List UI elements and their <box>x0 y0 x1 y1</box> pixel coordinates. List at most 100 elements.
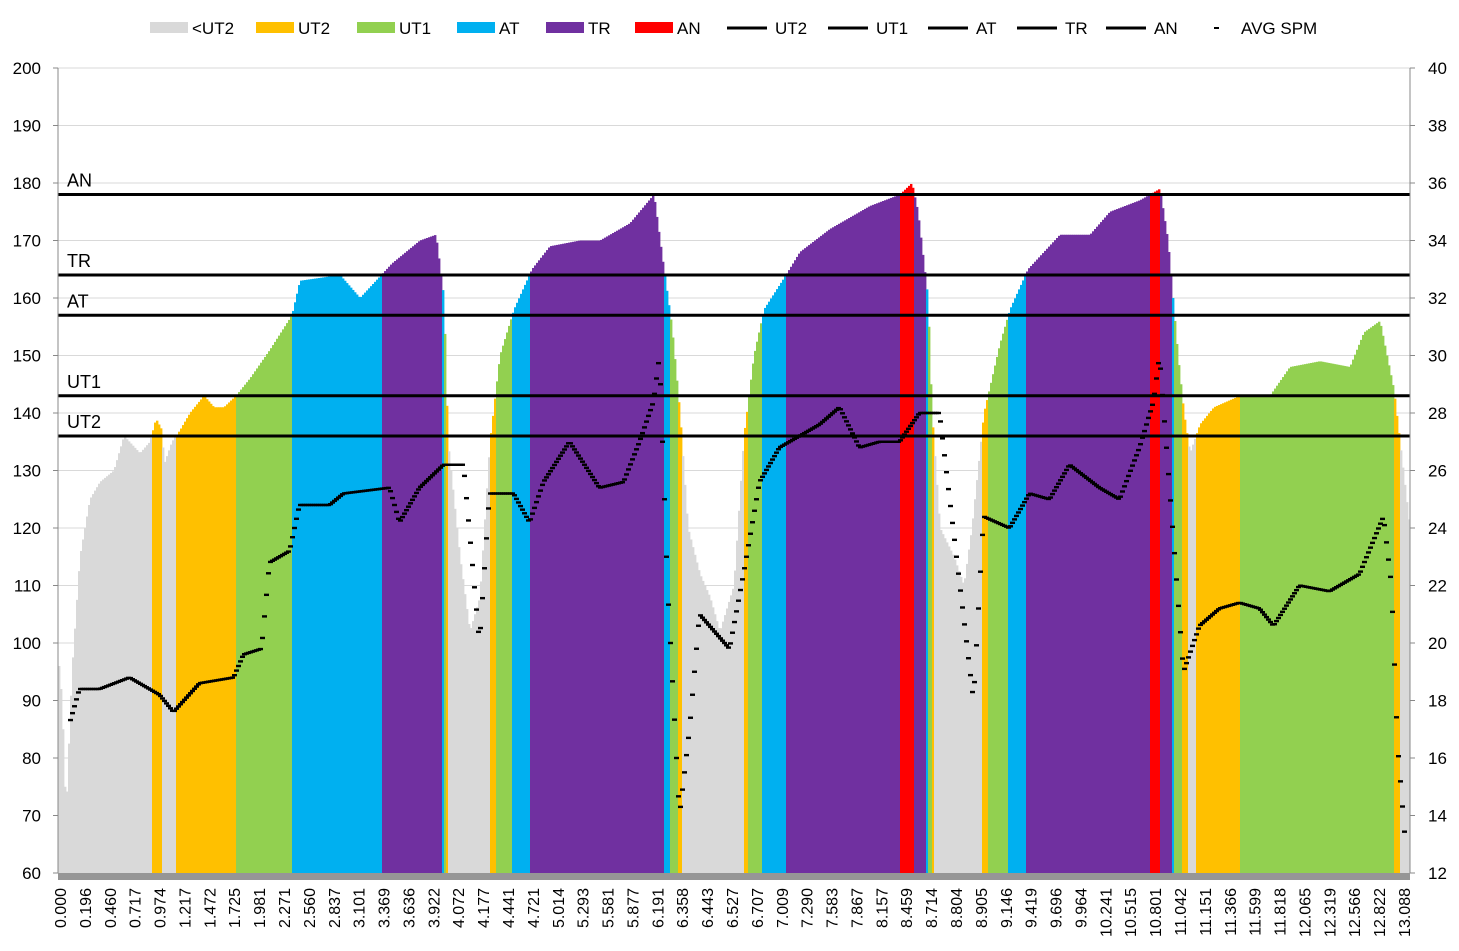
spm-marker <box>1402 830 1407 833</box>
hr-bar <box>68 743 71 873</box>
hr-bar <box>1288 368 1291 873</box>
spm-marker <box>628 463 633 466</box>
hr-bar <box>348 285 351 874</box>
spm-marker <box>710 628 715 631</box>
spm-marker <box>938 420 943 423</box>
hr-bar <box>658 231 661 873</box>
hr-bar <box>408 249 411 874</box>
hr-bar <box>738 510 741 873</box>
hr-bar <box>1208 413 1211 873</box>
x-tick-label: 7.583 <box>825 888 842 928</box>
spm-marker <box>386 486 391 490</box>
hr-bar <box>234 396 237 873</box>
x-tick-label: 9.419 <box>1024 888 1041 928</box>
hr-bar <box>1194 438 1197 873</box>
spm-marker <box>522 512 527 515</box>
hr-bar <box>708 594 711 873</box>
hr-bar <box>498 364 501 873</box>
spm-marker <box>72 705 77 708</box>
spm-marker <box>822 418 827 422</box>
hr-bar <box>1148 195 1151 873</box>
hr-bar <box>236 394 239 873</box>
spm-marker <box>266 572 271 575</box>
spm-marker <box>430 474 435 477</box>
hr-bar <box>1316 361 1319 873</box>
spm-marker <box>1206 616 1211 620</box>
spm-marker <box>728 642 733 645</box>
spm-marker <box>1164 446 1169 449</box>
spm-marker <box>574 451 579 454</box>
hr-bar <box>844 220 847 873</box>
spm-marker <box>592 478 597 482</box>
spm-marker <box>648 408 653 412</box>
hr-bar <box>1128 204 1131 873</box>
spm-marker <box>544 476 549 479</box>
spm-marker <box>942 454 947 457</box>
spm-marker <box>550 466 555 470</box>
spm-marker <box>720 639 725 642</box>
spm-marker <box>852 436 857 439</box>
hr-bar <box>640 210 643 873</box>
hr-bar <box>1224 402 1227 873</box>
hr-bar <box>946 542 949 873</box>
spm-marker <box>912 418 917 422</box>
hr-bar <box>1300 364 1303 873</box>
hr-bar <box>256 368 259 873</box>
spm-marker <box>1288 598 1293 601</box>
hr-bar <box>1406 502 1409 873</box>
hr-bar <box>398 257 401 873</box>
hr-bar <box>276 338 279 874</box>
hr-bar <box>778 285 781 873</box>
spm-marker <box>1060 475 1065 479</box>
spm-marker <box>538 489 543 492</box>
hr-bar <box>626 224 629 874</box>
hr-bar <box>1222 403 1225 873</box>
spm-marker <box>960 606 965 609</box>
x-tick-label: 11.818 <box>1273 888 1290 936</box>
hr-bar <box>1038 257 1041 873</box>
spm-marker <box>412 495 417 498</box>
hr-bar <box>230 400 233 873</box>
spm-marker <box>1278 613 1283 617</box>
hr-bar <box>188 414 191 873</box>
hr-bar <box>1066 234 1069 873</box>
hr-bar <box>1158 189 1161 873</box>
hr-bar <box>116 460 119 873</box>
spm-marker <box>582 463 587 466</box>
hr-bar <box>378 277 381 873</box>
spm-marker <box>904 430 909 433</box>
spm-marker <box>596 485 601 488</box>
legend-label: TR <box>588 19 611 38</box>
hr-bar <box>668 305 671 873</box>
hr-bar <box>1244 395 1247 873</box>
hr-bar <box>352 289 355 873</box>
hr-bar <box>612 233 615 873</box>
hr-bar <box>1314 362 1317 873</box>
x-tick-label: 6.707 <box>750 888 767 928</box>
hr-bar <box>990 382 993 873</box>
hr-bar <box>1290 366 1293 873</box>
hr-bar <box>752 363 755 873</box>
hr-bar <box>1228 400 1231 873</box>
hr-bar <box>980 441 983 873</box>
spm-marker <box>176 705 181 708</box>
spm-marker <box>856 444 861 447</box>
y-left-tick-label: 140 <box>13 404 41 423</box>
hr-bar <box>786 273 789 873</box>
hr-bar <box>118 453 121 873</box>
hr-bar <box>554 245 557 873</box>
hr-bar <box>60 689 63 873</box>
hr-bar <box>1118 208 1121 874</box>
hr-bar <box>588 240 591 873</box>
hr-bar <box>186 418 189 873</box>
hr-bar <box>552 245 555 874</box>
spm-marker <box>562 448 567 451</box>
hr-bar <box>700 576 703 873</box>
y-left-tick-label: 150 <box>13 347 41 366</box>
hr-bar <box>1210 410 1213 873</box>
hr-bar <box>876 203 879 874</box>
hr-bar <box>622 227 625 873</box>
spm-marker <box>1392 663 1397 666</box>
hr-bar <box>176 434 179 873</box>
hr-bar <box>1184 419 1187 873</box>
